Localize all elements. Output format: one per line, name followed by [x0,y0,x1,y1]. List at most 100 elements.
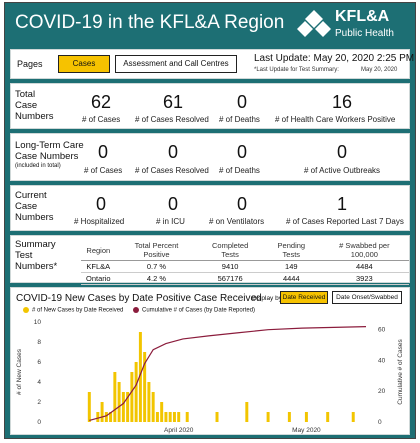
ltc-cases-value: 0 [97,142,108,162]
current-panel: Current Case Numbers 0 # Hospitalized 0 … [10,185,410,231]
bar [215,412,219,422]
total-resolved-label: # of Cases Resolved [135,115,209,124]
bar [245,402,249,422]
last-update-label: Last Update: May 20, 2020 2:25 PM [254,53,415,64]
total-case-title: Total Case Numbers [15,89,54,122]
bar [151,392,155,422]
y-axis-label-right: Cumulative # of Cases [397,339,404,405]
current-title: Current Case Numbers [15,190,54,223]
current-ventilators-label: # on Ventilators [209,217,265,226]
legend-maroon-dot-icon [133,307,139,313]
bar [304,412,308,422]
date-received-button[interactable]: Date Received [280,291,328,304]
current-hospitalized-label: # Hospitalized [74,217,125,226]
bar [143,352,147,422]
y-tick-left: 4 [37,379,41,386]
legend-yellow-dot-icon [23,307,29,313]
y-tick-left: 10 [34,319,42,326]
bar [113,372,117,422]
y-tick-right: 0 [378,419,382,426]
table-header-row: Region Total Percent Positive Completed … [81,240,409,261]
ltc-deaths-value: 0 [236,142,247,162]
bar [164,412,168,422]
current-hospitalized-value: 0 [95,194,106,214]
ltc-title: Long-Term Care Case Numbers (included in… [15,140,84,169]
bar [138,332,142,422]
bar [326,412,330,422]
legend-cumulative: Cumulative # of Cases (by Date Reported) [133,307,255,314]
ltc-outbreaks-label: # of Active Outbreaks [304,166,381,175]
bar [134,362,138,422]
y-tick-left: 8 [37,339,41,346]
tab-assessment-centres[interactable]: Assessment and Call Centres [115,55,237,73]
bar [160,402,164,422]
bar [96,412,100,422]
y-tick-right: 60 [378,327,386,334]
bar [121,392,125,422]
bar [104,412,108,422]
bar [155,412,159,422]
x-tick-label: April 2020 [164,427,194,434]
pages-label: Pages [17,59,43,69]
y-tick-right: 20 [378,388,386,395]
y-tick-left: 6 [37,359,41,366]
header: COVID-19 in the KFL&A Region KFL&A Publi… [5,3,415,49]
ltc-outbreaks-value: 0 [336,142,347,162]
bar [87,392,91,422]
y-tick-left: 2 [37,399,41,406]
bar [100,402,104,422]
bar [117,382,121,422]
cumulative-line [89,326,367,422]
total-case-panel: Total Case Numbers 62 # of Cases 61 # of… [10,83,410,129]
date-onset-button[interactable]: Date Onset/Swabbed [332,291,402,304]
total-cases-label: # of Cases [82,115,121,124]
total-resolved-value: 61 [162,92,184,112]
summary-title: Summary Test Numbers* [15,239,58,272]
chart-title: COVID-19 New Cases by Date Positive Case… [16,293,262,304]
total-deaths-value: 0 [236,92,247,112]
chart-panel: COVID-19 New Cases by Date Positive Case… [10,287,410,435]
total-deaths-label: # of Deaths [219,115,260,124]
bar [185,412,189,422]
ltc-deaths-label: # of Deaths [219,166,260,175]
tab-cases[interactable]: Cases [58,55,110,73]
table-row: KFL&A 0.7 % 9410 149 4484 [81,260,409,273]
display-by-label: Display by: [252,295,284,302]
ltc-panel: Long-Term Care Case Numbers (included in… [10,133,410,181]
x-tick-label: May 2020 [292,427,321,434]
dashboard-frame: COVID-19 in the KFL&A Region KFL&A Publi… [4,2,416,439]
ltc-resolved-label: # of Cases Resolved [135,166,209,175]
bar [177,412,181,422]
current-icu-label: # in ICU [156,217,185,226]
summary-table: Region Total Percent Positive Completed … [81,240,409,285]
total-cases-value: 62 [90,92,112,112]
bar [172,412,176,422]
bar [266,412,270,422]
test-summary-update-label: *Last Update for Test Summary: [254,67,339,73]
y-tick-right: 40 [378,357,386,364]
logo-name: KFL&A [335,8,390,25]
ltc-resolved-value: 0 [167,142,178,162]
total-hcw-label: # of Health Care Workers Positive [275,115,396,124]
bar [287,412,291,422]
bar [147,382,151,422]
bar [351,412,355,422]
y-tick-left: 0 [37,419,41,426]
table-row: Ontario 4.2 % 567176 4444 3923 [81,272,409,285]
bar [126,392,130,422]
total-hcw-value: 16 [331,92,353,112]
summary-panel: Summary Test Numbers* Region Total Perce… [10,235,410,285]
nav-panel: Pages Cases Assessment and Call Centres … [10,49,414,79]
y-axis-label-left: # of New Cases [16,348,23,395]
current-ventilators-value: 0 [236,194,247,214]
test-summary-update-date: May 20, 2020 [361,67,398,73]
logo-subtitle: Public Health [335,28,394,39]
ltc-cases-label: # of Cases [84,166,123,175]
current-icu-value: 0 [167,194,178,214]
logo-diamond-icon [297,10,331,37]
kfla-logo: KFL&A Public Health [297,7,407,45]
legend-new-cases: # of New Cases by Date Received [23,307,123,314]
page-title: COVID-19 in the KFL&A Region [15,12,285,33]
bar [130,372,134,422]
bar [168,412,172,422]
